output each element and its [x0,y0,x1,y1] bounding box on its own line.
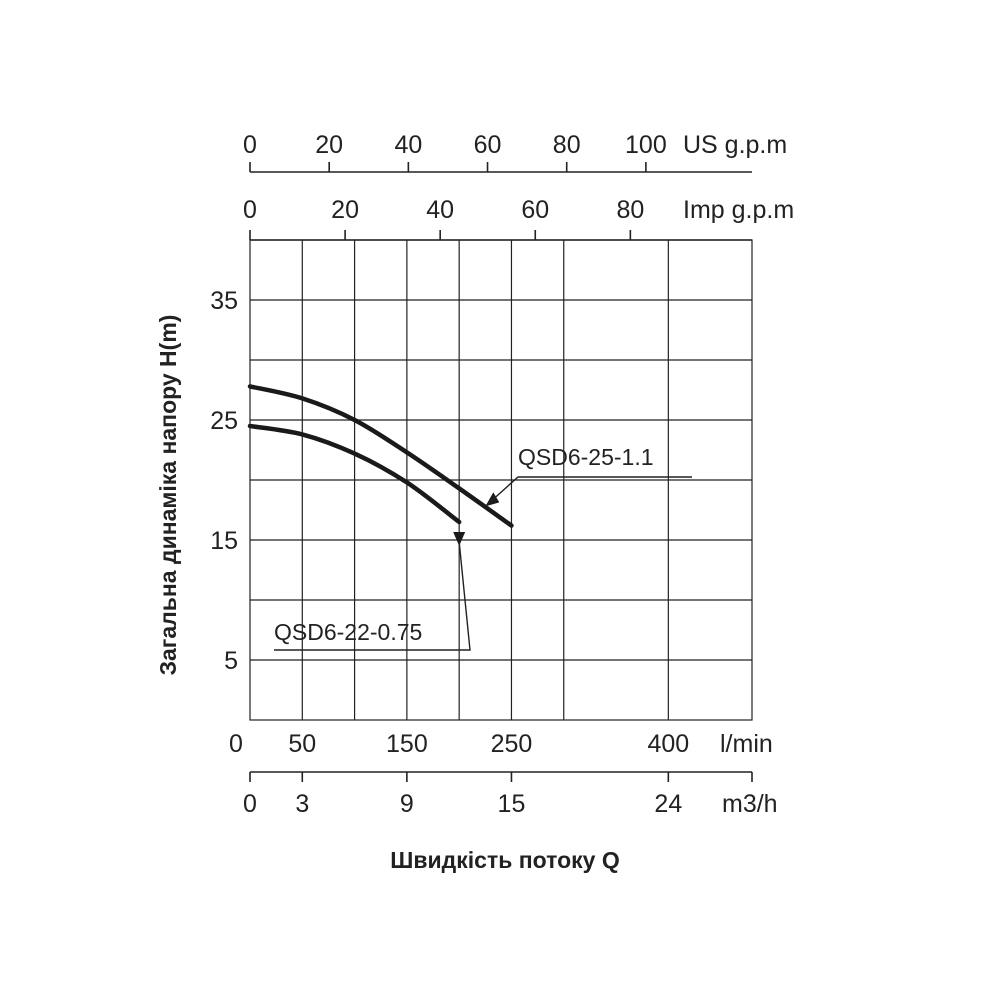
x-tick-label-m3-h: 3 [295,790,309,818]
series-line-2 [247,423,462,525]
x-tick-label-imp-g-p-m: 40 [426,196,454,224]
x-tick-label-m3-h: 24 [654,790,682,818]
grid [249,239,753,721]
x-tick-label-lmin: 400 [647,730,689,758]
series-2-arrowhead [453,532,466,546]
x-tick-label-us-g-p-m: 80 [553,131,581,159]
x-tick-label-m3-h: 0 [243,790,257,818]
x-tick-label-imp-g-p-m: 60 [521,196,549,224]
x-tick-label-us-g-p-m: 20 [315,131,343,159]
labels: QSD6-25-1.1 QSD6-22-0.75 [274,444,692,651]
x-tick-label-lmin: 250 [491,730,533,758]
x-tick-label-m3-h: 9 [400,790,414,818]
x-tick-label-us-g-p-m: 100 [625,131,667,159]
series-label-2: QSD6-22-0.75 [274,619,422,645]
x-axis-title: Швидкість потоку Q [390,847,619,873]
y-tick-label: 25 [210,407,238,435]
x-tick-label-us-g-p-m: 0 [243,131,257,159]
x-tick-label-imp-g-p-m: 20 [331,196,359,224]
x-tick-label-m3-h: 15 [498,790,526,818]
x-tick-label-imp-g-p-m: 80 [616,196,644,224]
x-unit-imp-g-p-m: Imp g.p.m [683,196,794,224]
x-tick-label-us-g-p-m: 60 [474,131,502,159]
x-tick-label-imp-g-p-m: 0 [243,196,257,224]
y-axis-title: Загальна динаміка напору H(m) [155,315,181,676]
curves [247,384,514,528]
y-tick-label: 5 [224,647,238,675]
x-unit-m3-h: m3/h [722,790,778,818]
x-unit-lmin: l/min [720,730,773,758]
x-tick-label-lmin: 150 [386,730,428,758]
y-tick-label: 15 [210,527,238,555]
x-tick-label-lmin: 50 [288,730,316,758]
series-2-leader [274,541,471,651]
series-1-leader [484,476,692,507]
x-unit-us-g-p-m: US g.p.m [683,131,787,159]
series-label-1: QSD6-25-1.1 [518,444,654,470]
x-tick-label-us-g-p-m: 40 [394,131,422,159]
x-tick-label-lmin: 0 [229,730,243,758]
y-tick-label: 35 [210,287,238,315]
series-line-1 [247,384,514,528]
